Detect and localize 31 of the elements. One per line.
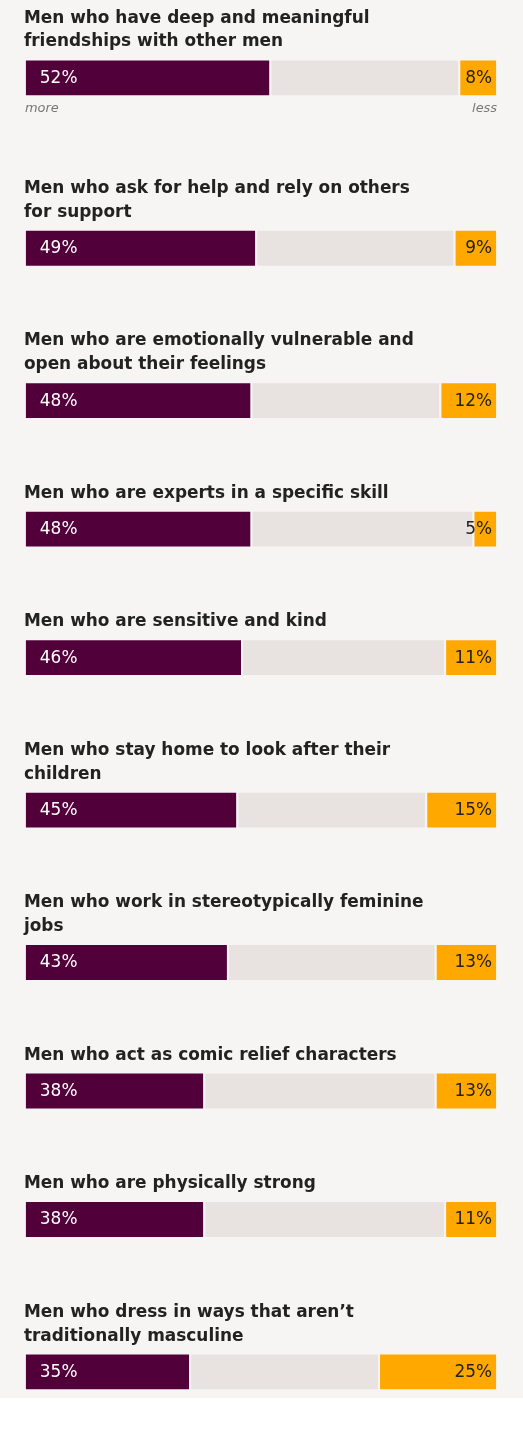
y-tick-label: Men who are emotionally vulnerable and open about their feelings <box>23 329 414 374</box>
data-label: 15% <box>454 799 493 820</box>
y-tick-label: Men who have deep and meaningful friendships with other men <box>23 6 370 51</box>
data-label: 48% <box>39 389 78 410</box>
data-label: 11% <box>454 1208 493 1229</box>
y-tick-label: Men who ask for help and rely on others for support <box>23 176 410 221</box>
data-label: 38% <box>39 1208 78 1229</box>
y-tick-label: Men who are physically strong <box>23 1172 316 1193</box>
y-tick-label: Men who dress in ways that aren’t traditionally masculine <box>23 1300 354 1345</box>
data-label: 9% <box>465 237 493 258</box>
data-label: 49% <box>39 237 78 258</box>
data-label: 11% <box>454 646 493 667</box>
data-label: 43% <box>39 951 78 972</box>
y-tick-label: Men who stay home to look after their children <box>23 738 391 783</box>
data-label: 52% <box>39 66 78 87</box>
y-tick-label: Men who act as comic relief characters <box>23 1043 397 1064</box>
data-label: 25% <box>454 1360 493 1381</box>
data-label: 8% <box>465 66 493 87</box>
y-tick-label: Men who are experts in a specific skill <box>23 481 389 502</box>
data-label: 48% <box>39 518 78 539</box>
annotation: more <box>24 100 59 116</box>
data-label: 12% <box>454 389 493 410</box>
data-label: 38% <box>39 1079 78 1100</box>
data-label: 46% <box>39 646 78 667</box>
annotation: less <box>472 100 498 116</box>
data-label: 13% <box>454 951 493 972</box>
y-tick-label: Men who work in stereotypically feminine jobs <box>22 891 424 936</box>
y-tick-label: Men who are sensitive and kind <box>23 610 327 631</box>
data-label: 45% <box>39 799 78 820</box>
data-label: 35% <box>39 1360 78 1381</box>
data-label: 13% <box>454 1079 493 1100</box>
